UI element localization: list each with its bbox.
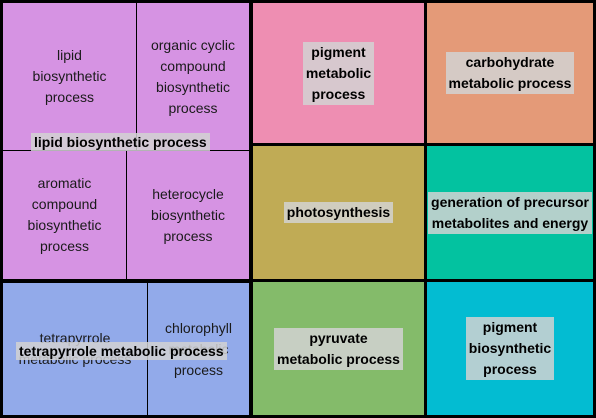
tile-label: aromatic compound biosynthetic process	[27, 175, 102, 254]
tile-photosynthesis[interactable]: photosynthesis	[253, 146, 424, 279]
tile-label: pigment metabolic process	[302, 41, 375, 105]
group-label-lipid-biosynthetic: lipid biosynthetic process	[31, 133, 210, 151]
tile-label: lipid biosynthetic process	[32, 47, 107, 105]
tile-pigment-metabolic[interactable]: pigment metabolic process	[253, 3, 424, 143]
group-label-tetrapyrrole-metabolic: tetrapyrrole metabolic process	[16, 342, 227, 360]
tile-label: carbohydrate metabolic process	[445, 52, 575, 94]
tile-organic-cyclic-compound-biosynthetic[interactable]: organic cyclic compound biosynthetic pro…	[136, 2, 250, 151]
tile-heterocycle-biosynthetic[interactable]: heterocycle biosynthetic process	[126, 150, 250, 280]
tile-label: pigment biosynthetic process	[465, 317, 555, 380]
tile-label: pyruvate metabolic process	[274, 327, 403, 370]
tile-label: generation of precursor metabolites and …	[428, 191, 592, 234]
tile-label: heterocycle biosynthetic process	[151, 185, 225, 244]
tile-label: photosynthesis	[283, 202, 394, 223]
tile-label: organic cyclic compound biosynthetic pro…	[150, 36, 236, 116]
tile-pyruvate-metabolic[interactable]: pyruvate metabolic process	[253, 282, 424, 415]
tile-aromatic-compound-biosynthetic[interactable]: aromatic compound biosynthetic process	[2, 150, 127, 280]
tile-lipid-biosynthetic[interactable]: lipid biosynthetic process	[2, 2, 137, 151]
tile-pigment-biosynthetic[interactable]: pigment biosynthetic process	[427, 282, 593, 415]
tile-generation-of-precursor-metabolites[interactable]: generation of precursor metabolites and …	[427, 146, 593, 279]
tile-carbohydrate-metabolic[interactable]: carbohydrate metabolic process	[427, 3, 593, 143]
